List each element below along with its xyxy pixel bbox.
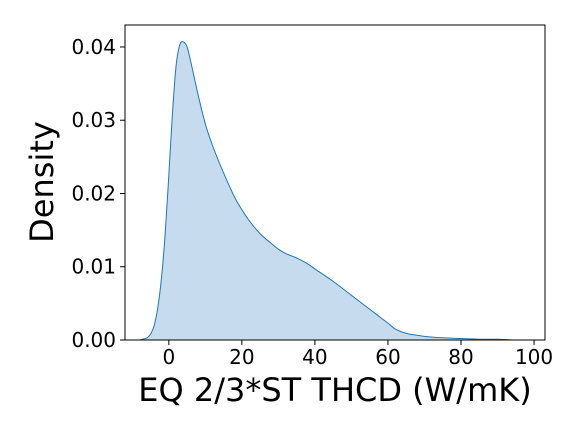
y-tick-label: 0.03 [71, 108, 116, 132]
y-axis-label: Density [23, 121, 61, 243]
y-tick-label: 0.01 [71, 255, 116, 279]
density-area [139, 41, 535, 340]
x-axis: 0 20 40 60 80 100 [162, 340, 553, 369]
x-tick-label: 0 [162, 345, 175, 369]
plot-layer [139, 41, 535, 341]
x-axis-label: EQ 2/3*ST THCD (W/mK) [138, 371, 531, 409]
x-tick-label: 40 [302, 345, 327, 369]
density-line [139, 41, 535, 341]
x-tick-label: 60 [375, 345, 400, 369]
y-axis: 0.00 0.01 0.02 0.03 0.04 [71, 35, 125, 352]
x-tick-label: 100 [515, 345, 553, 369]
x-tick-label: 80 [448, 345, 473, 369]
y-tick-label: 0.00 [71, 328, 116, 352]
x-tick-label: 20 [229, 345, 254, 369]
y-tick-label: 0.04 [71, 35, 116, 59]
y-tick-label: 0.02 [71, 181, 116, 205]
plot-frame [124, 24, 546, 341]
